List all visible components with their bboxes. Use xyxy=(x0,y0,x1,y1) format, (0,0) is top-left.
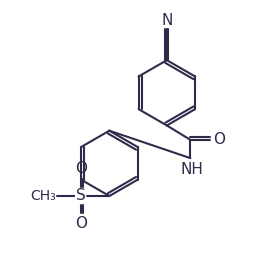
Text: O: O xyxy=(75,161,87,176)
Text: S: S xyxy=(76,188,86,204)
Text: O: O xyxy=(213,132,225,147)
Text: CH₃: CH₃ xyxy=(30,189,56,203)
Text: O: O xyxy=(75,216,87,231)
Text: NH: NH xyxy=(180,162,203,177)
Text: N: N xyxy=(161,12,173,27)
